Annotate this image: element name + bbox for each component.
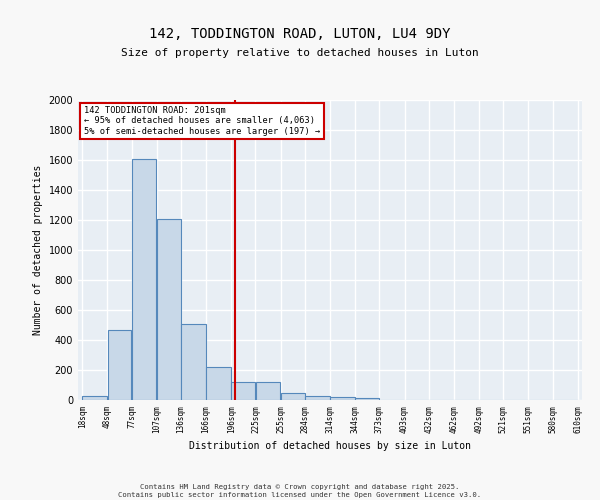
Bar (82, 396, 107, 400)
Bar (355, 398, 379, 400)
Bar (206, 367, 231, 400)
Bar (330, 397, 355, 400)
Bar (107, 330, 131, 400)
Text: 142, TODDINGTON ROAD, LUTON, LU4 9DY: 142, TODDINGTON ROAD, LUTON, LU4 9DY (149, 28, 451, 42)
Bar (281, 392, 305, 400)
X-axis label: Distribution of detached houses by size in Luton: Distribution of detached houses by size … (189, 441, 471, 451)
Bar (132, 158, 157, 400)
Bar (256, 382, 280, 400)
Bar (181, 324, 206, 400)
Text: Contains HM Land Registry data © Crown copyright and database right 2025.
Contai: Contains HM Land Registry data © Crown c… (118, 484, 482, 498)
Bar (305, 396, 330, 400)
Bar (157, 218, 181, 400)
Text: 142 TODDINGTON ROAD: 201sqm
← 95% of detached houses are smaller (4,063)
5% of s: 142 TODDINGTON ROAD: 201sqm ← 95% of det… (84, 106, 320, 136)
Text: Size of property relative to detached houses in Luton: Size of property relative to detached ho… (121, 48, 479, 58)
Y-axis label: Number of detached properties: Number of detached properties (33, 165, 43, 335)
Bar (232, 382, 255, 400)
